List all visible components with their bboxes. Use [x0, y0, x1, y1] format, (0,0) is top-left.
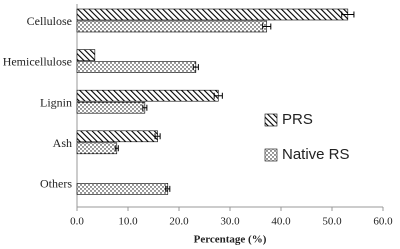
x-tick-label: 10.0 — [118, 216, 138, 228]
error-bar — [262, 23, 272, 30]
bar — [76, 20, 268, 33]
y-tick-label: Lignin — [40, 95, 72, 109]
bar — [76, 183, 169, 195]
error-bar — [165, 185, 171, 192]
error-bar — [213, 92, 223, 99]
x-tick-label: 30.0 — [220, 216, 240, 228]
error-bar — [114, 145, 119, 152]
bar — [76, 142, 118, 155]
bar — [76, 61, 197, 73]
legend-swatch — [264, 113, 278, 127]
error-bar — [154, 133, 161, 140]
legend-swatch — [264, 148, 278, 162]
bar — [76, 101, 146, 114]
x-tick-label: 40.0 — [271, 216, 291, 228]
x-tick-label: 0.0 — [70, 216, 84, 228]
y-tick-label: Cellulose — [27, 14, 72, 28]
error-bar — [192, 64, 199, 71]
error-bar — [142, 104, 148, 111]
y-tick-label: Ash — [53, 136, 72, 150]
x-tick-label: 20.0 — [169, 216, 189, 228]
bar — [76, 89, 219, 102]
legend-label: Native RS — [282, 146, 350, 163]
x-tick-label: 50.0 — [322, 216, 342, 228]
bar — [76, 49, 96, 61]
bar — [76, 8, 349, 21]
x-axis-label: Percentage (%) — [194, 234, 267, 246]
error-bar — [341, 11, 355, 18]
y-tick-label: Hemicellulose — [3, 55, 72, 69]
bar — [76, 130, 158, 143]
legend-label: PRS — [282, 111, 313, 128]
y-tick-label: Others — [40, 176, 72, 190]
x-tick-label: 60.0 — [373, 216, 393, 228]
